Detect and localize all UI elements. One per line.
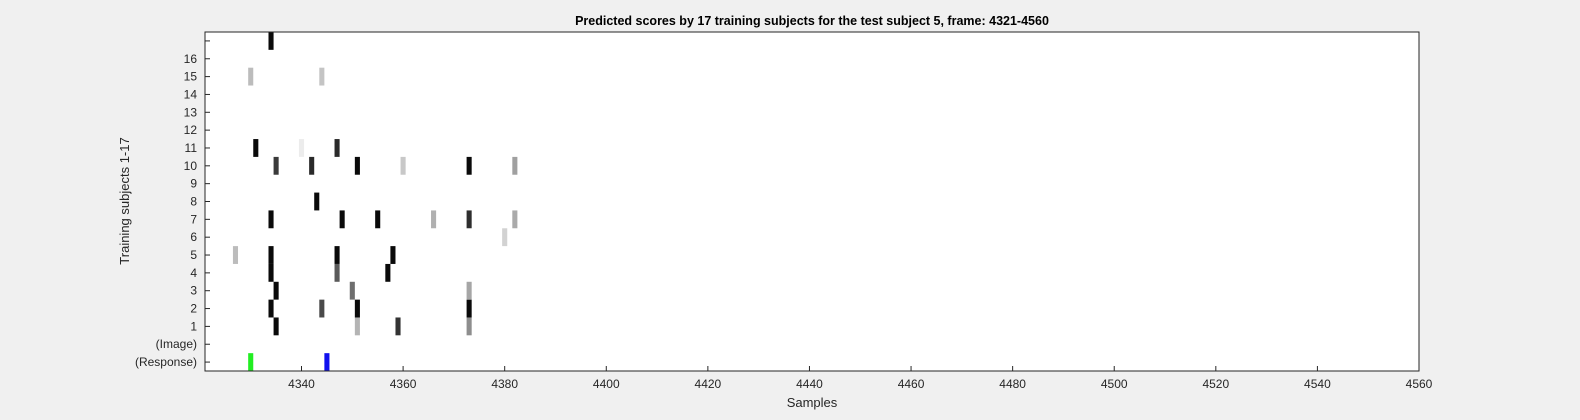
y-tick-label: 11: [185, 141, 198, 155]
heatmap-cell: [268, 299, 274, 318]
heatmap-cell: [385, 263, 391, 282]
heatmap-cell: [512, 210, 518, 229]
y-tick-label: 5: [190, 248, 197, 262]
heatmap-cell: [390, 246, 396, 264]
y-tick-label: 1: [190, 319, 197, 333]
y-tick-label: 3: [190, 284, 197, 298]
heatmap-cell: [273, 156, 279, 175]
heatmap-cell: [339, 210, 345, 229]
y-tick-label: 13: [184, 105, 198, 119]
x-axis-label: Samples: [787, 395, 838, 410]
heatmap-cell: [319, 67, 325, 86]
x-tick-label: 4340: [288, 377, 315, 391]
y-tick-label: 16: [184, 52, 198, 66]
plot-border: [204, 31, 1420, 372]
y-tick-label: 12: [184, 123, 198, 137]
heatmap-cell: [273, 281, 279, 300]
heatmap-cell: [248, 67, 254, 86]
x-tick-label: 4440: [796, 377, 823, 391]
y-tick-label: 6: [190, 230, 197, 244]
heatmap-cell: [400, 156, 406, 175]
x-tick-label: 4360: [390, 377, 417, 391]
y-tick-label: 8: [190, 195, 197, 209]
heatmap-cell: [298, 139, 305, 157]
heatmap-cell: [334, 263, 340, 282]
heatmap-cell: [466, 317, 472, 336]
heatmap-cell: [502, 228, 508, 247]
heatmap-cell: [354, 317, 360, 336]
x-tick-label: 4540: [1304, 377, 1331, 391]
y-tick-label: 4: [190, 266, 197, 280]
x-tick-label: 4380: [491, 377, 518, 391]
heatmap-cell: [268, 263, 274, 282]
heatmap-cell: [268, 32, 274, 50]
x-tick-label: 4480: [999, 377, 1026, 391]
x-tick-label: 4500: [1101, 377, 1128, 391]
heatmap-cell: [324, 353, 330, 371]
y-tick-label: 15: [184, 70, 198, 84]
y-axis-label: Training subjects 1-17: [117, 137, 132, 264]
chart-title: Predicted scores by 17 training subjects…: [575, 14, 1049, 28]
heatmap-cell: [349, 281, 355, 300]
heatmap-cell: [466, 210, 472, 229]
heatmap-cell: [375, 210, 381, 229]
heatmap-cell: [319, 299, 325, 318]
heatmap-cell: [232, 246, 239, 264]
y-tick-label: 10: [184, 159, 198, 173]
y-tick-label: (Image): [156, 337, 197, 351]
plot-area: [205, 32, 1419, 371]
heatmap-cell: [273, 317, 279, 336]
heatmap-cell: [253, 139, 259, 157]
x-tick-label: 4520: [1202, 377, 1229, 391]
x-axis-ticks: 4340 4360 4380 4400 4420 4440 4460 4480 4500 4520…: [288, 366, 1433, 391]
heatmap-cell: [268, 210, 274, 229]
y-tick-label: 7: [190, 212, 197, 226]
heatmap-cells: [232, 32, 518, 371]
heatmap-cell: [466, 281, 472, 300]
y-tick-label: (Response): [135, 355, 197, 369]
x-tick-label: 4400: [593, 377, 620, 391]
heatmap-cell: [512, 156, 518, 175]
heatmap-cell: [309, 156, 315, 175]
heatmap-cell: [431, 210, 437, 229]
heatmap-cell: [395, 317, 401, 336]
x-tick-label: 4560: [1406, 377, 1433, 391]
heatmap-cell: [354, 156, 360, 175]
heatmap-cell: [466, 299, 472, 318]
heatmap-cell: [466, 156, 472, 175]
heatmap-cell: [334, 139, 340, 157]
y-tick-label: 2: [190, 302, 197, 316]
heatmap-cell: [268, 246, 274, 264]
heatmap-cell: [334, 246, 340, 264]
heatmap-cell: [314, 192, 320, 211]
y-tick-label: 9: [190, 177, 197, 191]
y-tick-label: 14: [184, 87, 198, 101]
heatmap-cell: [248, 353, 254, 371]
x-tick-label: 4420: [695, 377, 722, 391]
x-tick-label: 4460: [898, 377, 925, 391]
heatmap-cell: [354, 299, 360, 318]
